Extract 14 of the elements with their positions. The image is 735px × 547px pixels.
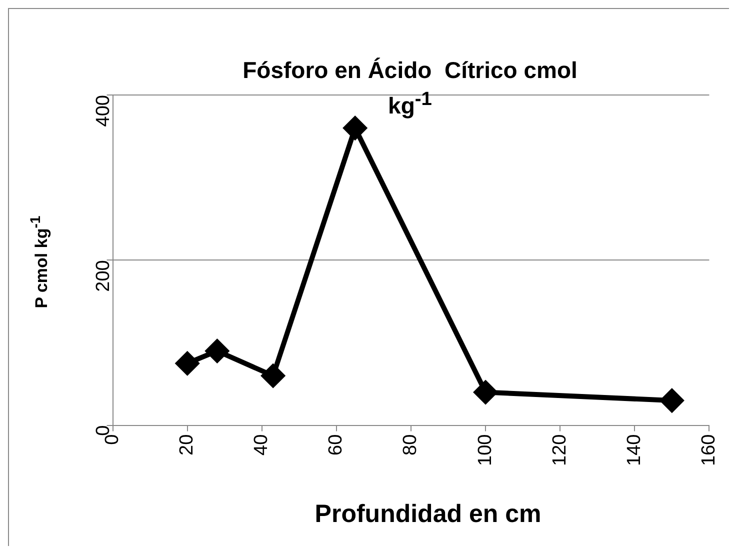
x-tick-label: 100 — [474, 434, 496, 466]
x-axis-title: Profundidad en cm — [314, 500, 542, 529]
x-tick-label: 140 — [624, 434, 645, 466]
x-tick-label: 40 — [251, 434, 272, 456]
x-tick-label: 20 — [176, 434, 198, 456]
x-tick-label: 120 — [549, 434, 570, 466]
chart-title: Fósforo en Ácido Cítrico cmol kg$^{-1}$ — [242, 56, 578, 121]
y-tick-label: 200 — [93, 260, 114, 292]
y-tick-label: 0 — [93, 425, 114, 436]
x-tick-label: 160 — [698, 434, 720, 466]
x-tick-label: 80 — [400, 434, 422, 456]
x-tick-label: 60 — [326, 434, 347, 456]
x-tick-label: 0 — [102, 434, 124, 445]
y-tick-label: 400 — [93, 95, 114, 127]
